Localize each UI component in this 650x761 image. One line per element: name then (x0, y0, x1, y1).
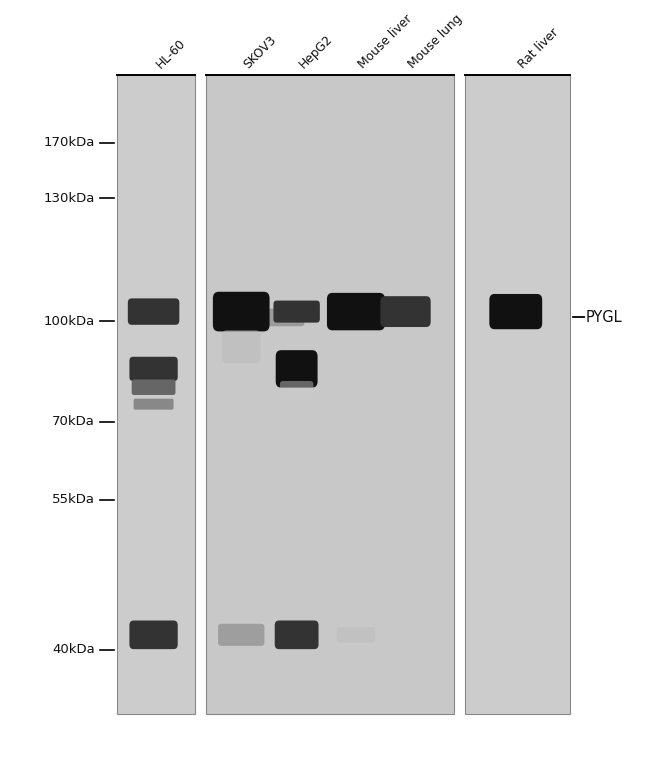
Text: HepG2: HepG2 (296, 33, 335, 72)
Text: Mouse lung: Mouse lung (406, 12, 465, 72)
FancyBboxPatch shape (280, 381, 313, 401)
Text: PYGL: PYGL (586, 310, 623, 325)
Text: 170kDa: 170kDa (44, 136, 95, 149)
Text: 70kDa: 70kDa (52, 416, 95, 428)
Text: Mouse liver: Mouse liver (356, 12, 415, 72)
FancyBboxPatch shape (380, 296, 431, 327)
FancyBboxPatch shape (274, 301, 320, 323)
Bar (118, 75, 195, 714)
FancyBboxPatch shape (132, 380, 176, 395)
FancyBboxPatch shape (128, 298, 179, 325)
Text: 40kDa: 40kDa (52, 643, 95, 656)
FancyBboxPatch shape (276, 350, 318, 387)
FancyBboxPatch shape (337, 627, 375, 642)
Text: 130kDa: 130kDa (44, 192, 95, 205)
Text: HL-60: HL-60 (153, 37, 188, 72)
FancyBboxPatch shape (129, 357, 177, 381)
Bar (465, 75, 570, 714)
FancyBboxPatch shape (489, 294, 542, 330)
Bar (207, 75, 454, 714)
Text: 100kDa: 100kDa (44, 314, 95, 328)
Text: SKOV3: SKOV3 (241, 33, 279, 72)
FancyBboxPatch shape (240, 309, 304, 326)
FancyBboxPatch shape (354, 301, 407, 323)
FancyBboxPatch shape (134, 399, 174, 409)
FancyBboxPatch shape (327, 293, 385, 330)
Text: 55kDa: 55kDa (52, 493, 95, 506)
FancyBboxPatch shape (129, 620, 177, 649)
Text: Rat liver: Rat liver (515, 26, 561, 72)
FancyBboxPatch shape (222, 330, 261, 364)
FancyBboxPatch shape (275, 620, 318, 649)
FancyBboxPatch shape (218, 624, 265, 646)
FancyBboxPatch shape (213, 291, 270, 332)
